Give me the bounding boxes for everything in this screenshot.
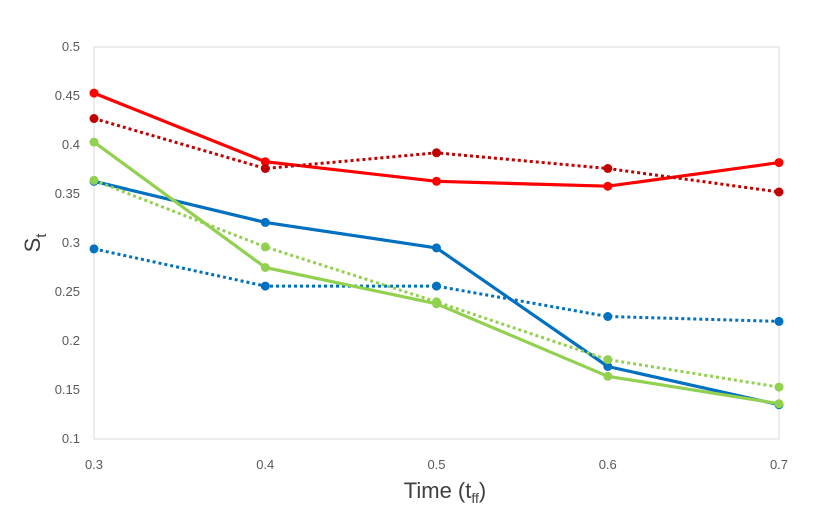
x-axis-title-close: ) bbox=[479, 478, 486, 503]
y-axis-title-sub: t bbox=[33, 233, 50, 238]
y-tick-label: 0.1 bbox=[62, 431, 80, 446]
data-point-red-solid bbox=[260, 157, 270, 167]
y-tick-label: 0.3 bbox=[62, 235, 80, 250]
y-tick-label: 0.35 bbox=[55, 186, 80, 201]
data-point-green-solid bbox=[603, 371, 613, 381]
x-axis-title-sub: ff bbox=[471, 490, 479, 506]
series-line-blue-dotted bbox=[93, 247, 780, 323]
series-blue-dotted bbox=[89, 244, 784, 326]
tick-labels: 0.1 0.15 0.2 0.25 0.3 0.35 0.4 0.45 0.5 0.3 0.4 0.5… bbox=[55, 39, 788, 472]
data-point-red-solid bbox=[432, 176, 441, 186]
axes bbox=[93, 46, 780, 440]
x-axis-title: Time (tff) bbox=[404, 478, 486, 506]
y-tick-label: 0.2 bbox=[62, 333, 80, 348]
plot-area-border bbox=[93, 46, 780, 440]
y-tick-label: 0.25 bbox=[55, 284, 80, 299]
series-line-red-solid bbox=[93, 91, 780, 188]
series-line-green-dotted bbox=[93, 178, 780, 389]
data-point-blue-solid bbox=[432, 243, 441, 253]
x-tick-label: 0.6 bbox=[599, 457, 617, 472]
data-point-green-solid bbox=[89, 137, 99, 147]
x-axis-title-main: Time (t bbox=[404, 478, 472, 503]
x-tick-label: 0.3 bbox=[85, 457, 103, 472]
data-point-red-solid bbox=[774, 158, 784, 168]
data-point-green-dotted bbox=[774, 382, 784, 392]
y-tick-label: 0.45 bbox=[55, 88, 80, 103]
x-tick-label: 0.7 bbox=[770, 457, 788, 472]
series-layer bbox=[89, 88, 784, 410]
series-green-dotted bbox=[89, 175, 784, 392]
data-point-green-dotted bbox=[432, 297, 441, 307]
data-point-darkred-dotted bbox=[774, 187, 784, 197]
data-point-darkred-dotted bbox=[603, 164, 613, 173]
data-point-blue-dotted bbox=[260, 281, 270, 291]
data-point-blue-dotted bbox=[89, 244, 99, 254]
data-point-blue-dotted bbox=[432, 281, 441, 291]
data-point-blue-dotted bbox=[603, 312, 613, 321]
data-point-darkred-dotted bbox=[89, 114, 99, 123]
y-tick-label: 0.5 bbox=[62, 39, 80, 54]
data-point-green-dotted bbox=[260, 242, 270, 252]
data-point-red-solid bbox=[603, 181, 613, 191]
data-point-blue-dotted bbox=[774, 316, 784, 326]
y-axis-title: St bbox=[20, 233, 50, 253]
data-point-darkred-dotted bbox=[432, 148, 441, 158]
x-tick-label: 0.4 bbox=[256, 457, 274, 472]
data-point-green-dotted bbox=[603, 355, 613, 365]
series-blue-solid bbox=[89, 176, 784, 410]
data-point-blue-solid bbox=[260, 217, 270, 227]
series-darkred-dotted bbox=[89, 114, 784, 197]
x-tick-label: 0.5 bbox=[427, 457, 445, 472]
data-point-blue-solid bbox=[603, 362, 613, 371]
y-tick-label: 0.15 bbox=[55, 382, 80, 397]
data-point-green-dotted bbox=[89, 175, 99, 185]
data-point-green-solid bbox=[260, 263, 270, 272]
series-red-solid bbox=[89, 88, 784, 191]
y-tick-label: 0.4 bbox=[62, 137, 80, 152]
y-axis-title-main: S bbox=[20, 238, 45, 253]
data-point-green-solid bbox=[774, 399, 784, 409]
data-point-darkred-dotted bbox=[260, 164, 270, 173]
data-point-red-solid bbox=[89, 88, 99, 98]
